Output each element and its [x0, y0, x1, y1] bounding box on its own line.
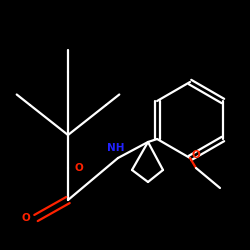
Text: O: O — [22, 213, 30, 223]
Text: O: O — [192, 150, 200, 160]
Text: NH: NH — [107, 143, 124, 153]
Text: O: O — [75, 163, 84, 173]
